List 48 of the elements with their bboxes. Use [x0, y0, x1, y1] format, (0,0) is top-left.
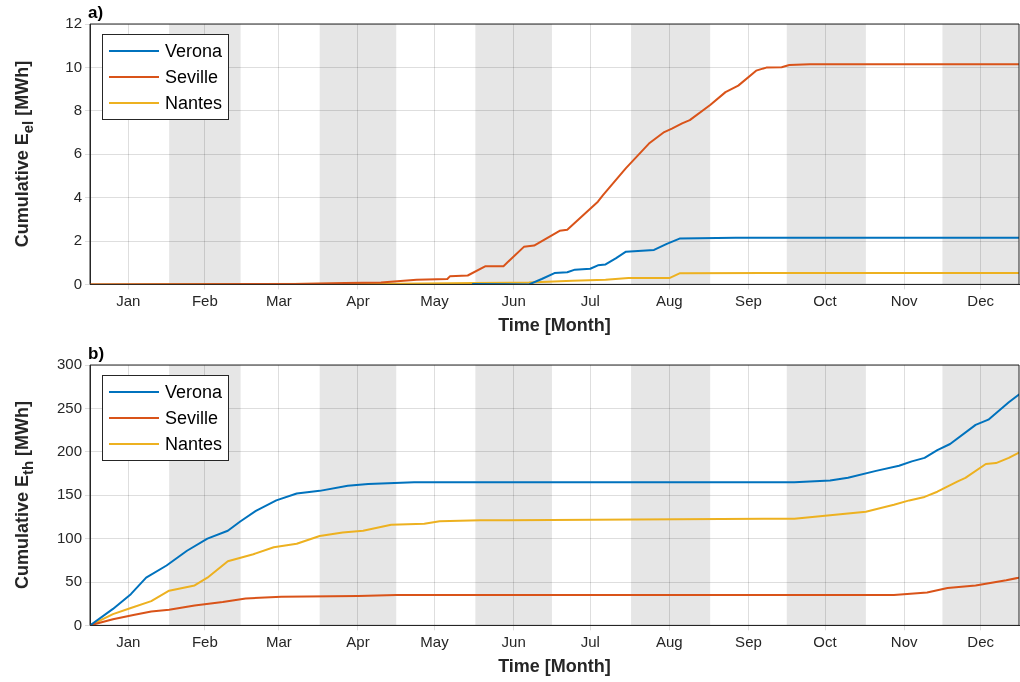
- x-tick-label: Nov: [890, 632, 918, 650]
- y-tick-label: 12: [65, 14, 82, 32]
- x-tick-label: Feb: [191, 291, 218, 309]
- x-tick-label: Jan: [116, 291, 141, 309]
- legend-label: Seville: [165, 407, 219, 429]
- x-axis-title: Time [Month]: [498, 315, 611, 336]
- x-tick-label: Dec: [967, 291, 995, 309]
- y-tick-label: 8: [73, 100, 82, 118]
- x-tick-label: Sep: [735, 291, 762, 309]
- y-tick-label: 300: [56, 355, 82, 373]
- x-axis-title: Time [Month]: [498, 656, 611, 677]
- x-tick-label: Oct: [813, 632, 838, 650]
- x-tick-label: Apr: [346, 632, 370, 650]
- x-tick-label: Jun: [501, 632, 526, 650]
- legend-label: Seville: [165, 66, 219, 88]
- legend-label: Nantes: [165, 433, 223, 455]
- legend-label: Verona: [165, 40, 223, 62]
- y-tick-label: 6: [73, 144, 82, 162]
- y-tick-label: 100: [56, 528, 82, 546]
- y-tick-label: 0: [73, 274, 82, 292]
- legend-label: Nantes: [165, 92, 223, 114]
- x-tick-label: May: [420, 632, 450, 650]
- x-tick-label: Dec: [967, 632, 995, 650]
- y-tick-label: 10: [65, 57, 82, 75]
- x-tick-label: Sep: [735, 632, 762, 650]
- y-tick-label: 4: [73, 187, 82, 205]
- x-tick-label: Mar: [265, 632, 292, 650]
- y-tick-label: 150: [56, 485, 82, 503]
- x-tick-label: May: [420, 291, 450, 309]
- x-tick-label: Jun: [501, 291, 526, 309]
- x-tick-label: Feb: [191, 632, 218, 650]
- chart-title: a): [88, 3, 104, 23]
- x-tick-label: Nov: [890, 291, 918, 309]
- x-tick-label: Apr: [346, 291, 370, 309]
- y-tick-label: 2: [73, 231, 82, 249]
- x-tick-label: Aug: [656, 291, 683, 309]
- x-tick-label: Oct: [813, 291, 838, 309]
- x-tick-label: Aug: [656, 632, 683, 650]
- x-tick-label: Jan: [116, 632, 141, 650]
- x-tick-label: Jul: [580, 291, 600, 309]
- chart-title: b): [88, 344, 105, 364]
- y-tick-label: 0: [73, 615, 82, 633]
- y-tick-label: 200: [56, 441, 82, 459]
- x-tick-label: Mar: [265, 291, 292, 309]
- legend-label: Verona: [165, 381, 223, 403]
- y-tick-label: 250: [56, 398, 82, 416]
- y-tick-label: 50: [65, 572, 82, 590]
- x-tick-label: Jul: [580, 632, 600, 650]
